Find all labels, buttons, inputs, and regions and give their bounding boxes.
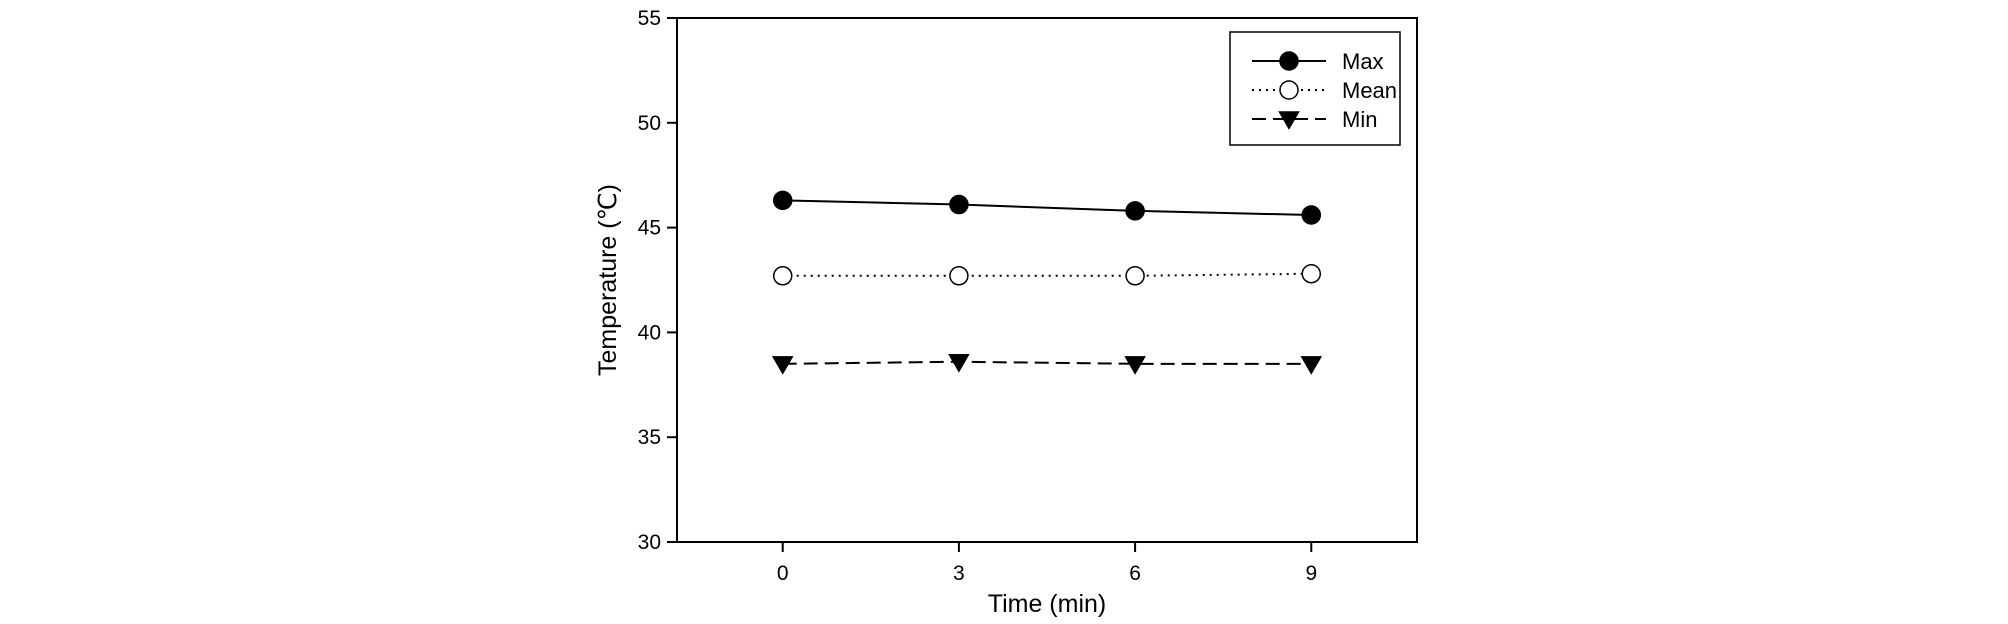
series-layer bbox=[771, 190, 1323, 375]
legend-box bbox=[1229, 31, 1401, 146]
legend-label: Max bbox=[1342, 49, 1384, 74]
y-tick-label: 50 bbox=[638, 112, 661, 135]
legend-item-max: Max bbox=[1252, 49, 1384, 74]
data-point-min bbox=[771, 356, 794, 375]
y-axis: 30 35 40 45 50 55 bbox=[638, 7, 677, 554]
plot-frame bbox=[676, 17, 1418, 543]
data-point-min bbox=[1300, 356, 1323, 375]
y-tick-label: 55 bbox=[638, 7, 661, 30]
legend-marker bbox=[1278, 111, 1300, 130]
series-line-mean bbox=[782, 272, 1312, 277]
legend-marker bbox=[1279, 51, 1299, 71]
data-point-min bbox=[948, 354, 970, 373]
series-max bbox=[772, 190, 1322, 225]
data-point-max bbox=[1125, 201, 1145, 221]
y-tick-label: 30 bbox=[638, 531, 661, 554]
x-tick-label: 3 bbox=[953, 562, 965, 585]
legend-item-mean: Mean bbox=[1252, 78, 1397, 103]
data-point-min bbox=[1124, 356, 1146, 375]
x-axis-label: Time (min) bbox=[988, 590, 1107, 618]
legend-marker bbox=[1279, 80, 1299, 100]
data-point-mean bbox=[1301, 263, 1322, 284]
x-tick-label: 6 bbox=[1129, 562, 1141, 585]
x-tick-label: 0 bbox=[777, 562, 789, 585]
data-point-max bbox=[1301, 205, 1322, 225]
series-mean bbox=[772, 263, 1322, 286]
data-point-mean bbox=[949, 266, 969, 286]
y-tick-label: 40 bbox=[638, 321, 661, 344]
series-line-min bbox=[782, 360, 1312, 365]
legend-label: Min bbox=[1342, 107, 1377, 132]
x-axis: 0 3 6 9 bbox=[777, 542, 1317, 585]
legend: Max Mean Min bbox=[1229, 31, 1401, 146]
y-axis-label: Temperature (℃) bbox=[594, 184, 622, 376]
series-line-max bbox=[782, 199, 1312, 217]
legend-label: Mean bbox=[1342, 78, 1397, 103]
data-point-mean bbox=[1125, 266, 1145, 286]
y-tick-label: 35 bbox=[638, 426, 661, 449]
y-tick-label: 45 bbox=[638, 217, 661, 240]
data-point-mean bbox=[772, 266, 793, 286]
data-point-max bbox=[949, 194, 969, 215]
x-tick-label: 9 bbox=[1305, 562, 1317, 585]
series-min bbox=[771, 354, 1323, 375]
data-point-max bbox=[772, 190, 793, 211]
legend-item-min: Min bbox=[1252, 107, 1377, 132]
